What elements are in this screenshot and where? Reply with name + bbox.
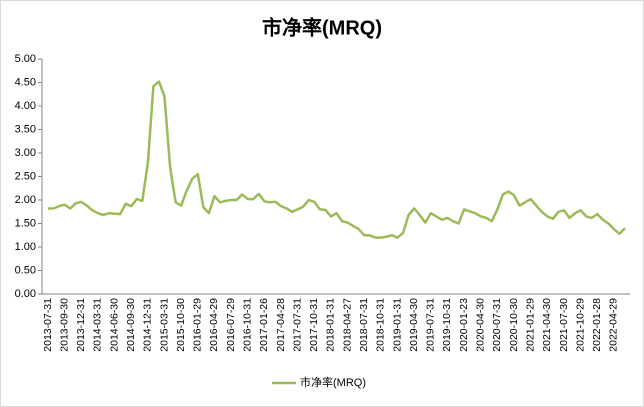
y-tick-label: 4.50 bbox=[15, 76, 36, 88]
x-tick-label: 2017-01-26 bbox=[258, 298, 270, 352]
x-tick-label: 2017-07-31 bbox=[291, 298, 303, 352]
x-tick-label: 2020-07-31 bbox=[491, 298, 503, 352]
x-tick-label: 2013-09-30 bbox=[58, 298, 70, 352]
y-tick-label: 1.00 bbox=[15, 241, 36, 253]
y-tick-label: 3.50 bbox=[15, 123, 36, 135]
x-tick-label: 2020-10-30 bbox=[508, 298, 520, 352]
x-tick-label: 2019-04-30 bbox=[408, 298, 420, 352]
x-tick-label: 2016-07-29 bbox=[225, 298, 237, 352]
x-tick-label: 2014-03-31 bbox=[92, 298, 104, 352]
data-line bbox=[48, 80, 626, 239]
x-tick-label: 2018-10-31 bbox=[375, 298, 387, 352]
y-tick-label: 2.00 bbox=[15, 194, 36, 206]
y-tick-label: 3.00 bbox=[15, 147, 36, 159]
y-tick-label: 0.00 bbox=[15, 288, 36, 300]
x-tick-label: 2014-12-31 bbox=[142, 298, 154, 352]
x-tick-label: 2019-01-31 bbox=[391, 298, 403, 352]
x-tick-label: 2016-01-29 bbox=[192, 298, 204, 352]
x-tick-label: 2021-04-30 bbox=[541, 298, 553, 352]
x-tick-label: 2020-01-23 bbox=[458, 298, 470, 352]
x-tick-label: 2014-09-30 bbox=[125, 298, 137, 352]
x-tick-label: 2020-04-30 bbox=[475, 298, 487, 352]
x-tick-label: 2018-07-31 bbox=[358, 298, 370, 352]
x-tick-label: 2015-03-31 bbox=[158, 298, 170, 352]
x-tick-label: 2019-10-31 bbox=[441, 298, 453, 352]
chart-title: 市净率(MRQ) bbox=[262, 15, 382, 39]
x-tick-label: 2021-01-29 bbox=[524, 298, 536, 352]
y-tick-label: 5.00 bbox=[15, 53, 36, 65]
x-tick-label: 2013-07-31 bbox=[42, 298, 54, 352]
x-tick-label: 2018-01-31 bbox=[325, 298, 337, 352]
y-tick-label: 2.50 bbox=[15, 170, 36, 182]
x-tick-label: 2019-07-31 bbox=[425, 298, 437, 352]
x-tick-label: 2016-10-31 bbox=[242, 298, 254, 352]
legend-label: 市净率(MRQ) bbox=[300, 375, 366, 389]
x-tick-label: 2015-10-30 bbox=[175, 298, 187, 352]
y-tick-label: 0.50 bbox=[15, 264, 36, 276]
x-tick-label: 2021-10-29 bbox=[574, 298, 586, 352]
y-tick-label: 1.50 bbox=[15, 217, 36, 229]
x-tick-label: 2014-06-30 bbox=[108, 298, 120, 352]
x-tick-label: 2021-07-30 bbox=[558, 298, 570, 352]
x-tick-label: 2017-10-31 bbox=[308, 298, 320, 352]
y-tick-label: 4.00 bbox=[15, 100, 36, 112]
x-tick-label: 2022-04-29 bbox=[608, 298, 620, 352]
x-tick-label: 2017-04-28 bbox=[275, 298, 287, 352]
x-tick-label: 2013-12-31 bbox=[75, 298, 87, 352]
x-tick-label: 2016-04-29 bbox=[208, 298, 220, 352]
x-tick-label: 2018-04-27 bbox=[341, 298, 353, 352]
x-tick-label: 2022-01-28 bbox=[591, 298, 603, 352]
